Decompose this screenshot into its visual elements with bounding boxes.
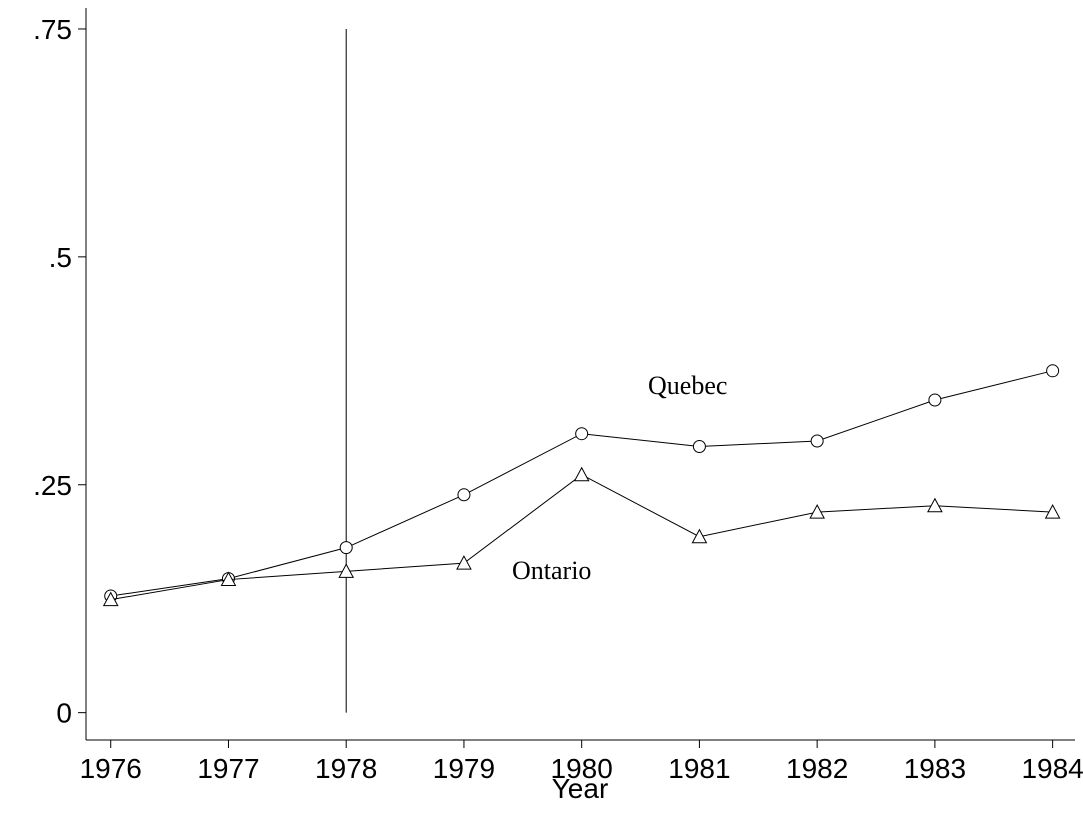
marker xyxy=(338,563,355,578)
marker xyxy=(928,393,942,407)
marker xyxy=(573,466,590,482)
marker xyxy=(692,439,706,453)
marker xyxy=(575,427,589,441)
marker xyxy=(927,497,943,513)
marker xyxy=(1044,504,1061,519)
marker xyxy=(102,591,119,607)
marker xyxy=(456,555,472,570)
y-tick-label: .75 xyxy=(33,14,72,45)
x-tick-label: 1981 xyxy=(668,753,730,784)
x-tick-label: 1982 xyxy=(786,753,848,784)
marker xyxy=(810,434,824,448)
x-axis-label: Year xyxy=(552,773,609,804)
marker xyxy=(339,541,353,555)
y-tick-label: .5 xyxy=(49,242,72,273)
marker xyxy=(809,504,825,519)
y-tick-label: .25 xyxy=(33,470,72,501)
marker xyxy=(220,571,237,587)
marker xyxy=(1046,364,1060,378)
series-annotation: Ontario xyxy=(512,556,591,585)
y-tick-label: 0 xyxy=(56,698,72,729)
x-tick-label: 1983 xyxy=(904,753,966,784)
x-tick-label: 1980 xyxy=(551,753,613,784)
x-tick-label: 1979 xyxy=(433,753,495,784)
x-tick-label: 1978 xyxy=(315,753,377,784)
x-tick-label: 1976 xyxy=(80,753,142,784)
x-tick-label: 1984 xyxy=(1021,753,1083,784)
x-tick-label: 1977 xyxy=(197,753,259,784)
series-annotation: Quebec xyxy=(648,371,727,400)
marker xyxy=(691,528,708,544)
marker xyxy=(457,488,471,502)
